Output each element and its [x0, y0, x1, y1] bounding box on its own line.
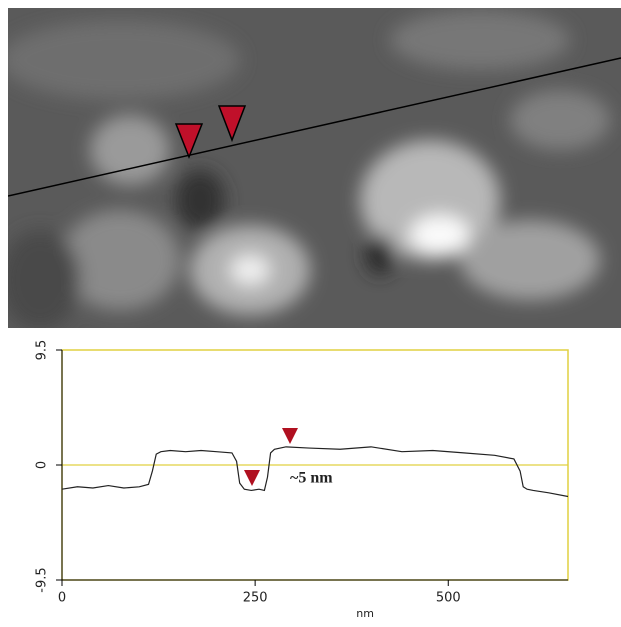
- x-tick-label: 500: [436, 591, 461, 606]
- x-tick-label: 0: [58, 591, 66, 606]
- annotation: ~5 nm: [290, 470, 333, 487]
- page: {"chart_data": {"type": "line", "annotat…: [0, 0, 621, 623]
- y-tick-label: 0: [35, 461, 50, 469]
- y-tick-label: -9.5: [35, 567, 50, 592]
- chart: ~5 nm -9.5 0 9.5 0 250 500 nm: [0, 0, 621, 623]
- afm-image: [0, 8, 621, 330]
- x-axis-label: nm: [356, 607, 374, 620]
- x-tick-label: 250: [243, 591, 268, 606]
- marker: [244, 470, 260, 486]
- marker: [282, 428, 298, 444]
- y-tick-label: 9.5: [35, 340, 50, 361]
